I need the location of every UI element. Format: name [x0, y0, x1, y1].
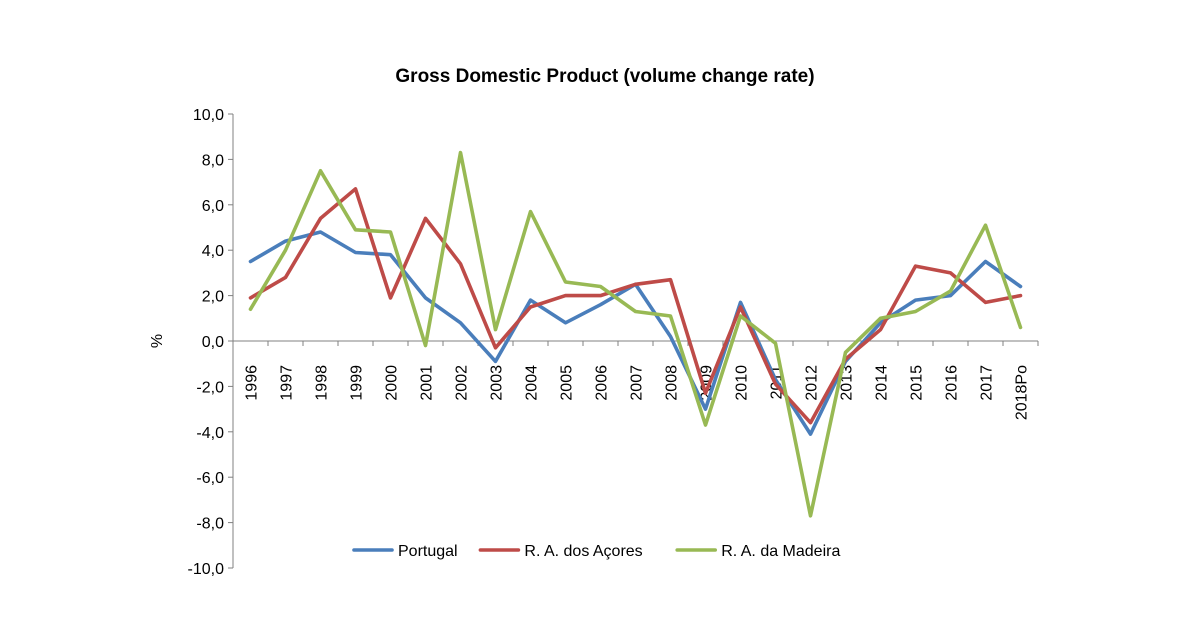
y-ticks: -10,0 -8,0 -6,0 -4,0 -2,0 0,0 2,0 4,0 6,0 8,0 10,0	[188, 107, 233, 578]
y-tick-label: 10,0	[193, 107, 224, 124]
x-tick-label: 2004	[524, 365, 541, 401]
y-tick-label: -2,0	[196, 379, 224, 396]
series-line-r-a-dos-a-ores	[248, 187, 1023, 425]
y-axis-label: %	[149, 334, 166, 348]
y-tick-label: -10,0	[188, 561, 225, 578]
x-tick-label: 2001	[419, 365, 436, 401]
chart-title: Gross Domestic Product (volume change ra…	[395, 66, 814, 87]
legend-label-portugal: Portugal	[398, 543, 458, 560]
x-tick-label: 2005	[559, 365, 576, 401]
x-tick-label: 1997	[279, 365, 296, 401]
x-tick-label: 2015	[909, 365, 926, 401]
y-tick-label: 6,0	[202, 198, 224, 215]
legend-label-r-a-dos-a-ores: R. A. dos Açores	[524, 543, 642, 560]
x-tick-label: 2007	[629, 365, 646, 401]
y-tick-label: -6,0	[196, 470, 224, 487]
x-tick-label: 2018Po	[1014, 365, 1031, 420]
series-line-r-a-da-madeira	[248, 150, 1023, 518]
y-tick-label: -4,0	[196, 425, 224, 442]
x-tick-label: 2014	[874, 365, 891, 401]
x-ticks: 1996 1997 1998 1999 2000 2001 2002 2003 2004 2005…	[232, 341, 1039, 420]
x-tick-label: 2012	[804, 365, 821, 401]
series-group	[248, 150, 1023, 518]
y-tick-label: -8,0	[196, 516, 224, 533]
x-tick-label: 2003	[489, 365, 506, 401]
x-tick-label: 2000	[384, 365, 401, 401]
x-tick-label: 2017	[979, 365, 996, 401]
x-tick-label: 2006	[594, 365, 611, 401]
x-tick-label: 2016	[944, 365, 961, 401]
x-tick-label: 1996	[244, 365, 261, 401]
x-tick-label: 2008	[664, 365, 681, 401]
x-tick-label: 1999	[349, 365, 366, 401]
x-tick-label: 1998	[314, 365, 331, 401]
x-tick-label: 2002	[454, 365, 471, 401]
y-tick-label: 2,0	[202, 289, 224, 306]
legend: Portugal R. A. dos Açores R. A. da Madeira	[352, 543, 840, 560]
y-tick-label: 8,0	[202, 152, 224, 169]
legend-label-r-a-da-madeira: R. A. da Madeira	[721, 543, 840, 560]
y-tick-label: 0,0	[202, 334, 224, 351]
x-tick-label: 2010	[734, 365, 751, 401]
series-line-portugal	[248, 230, 1023, 436]
y-tick-label: 4,0	[202, 243, 224, 260]
